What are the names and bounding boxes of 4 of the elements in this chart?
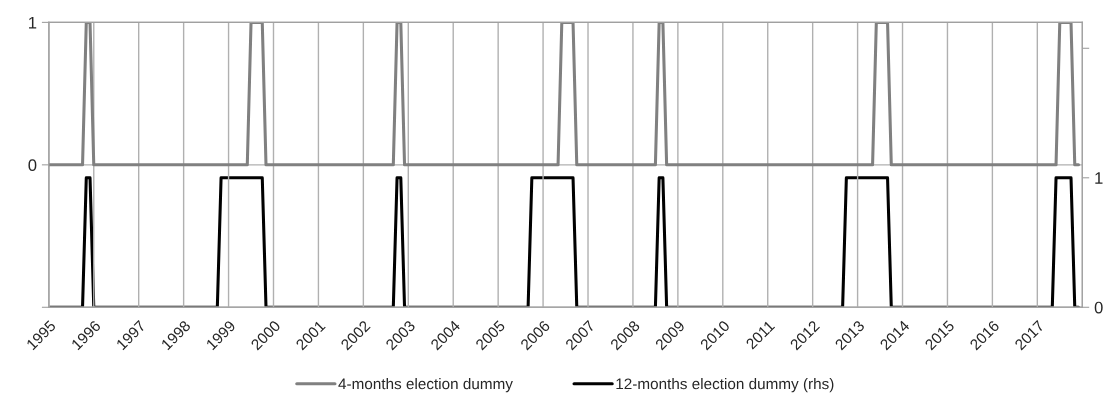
legend-label: 4-months election dummy <box>338 378 513 393</box>
y2-tick-label: 0 <box>1094 301 1103 314</box>
y2-tick-label: 1 <box>1095 172 1103 184</box>
legend-label: 12-months election dummy (rhs) <box>616 378 834 393</box>
